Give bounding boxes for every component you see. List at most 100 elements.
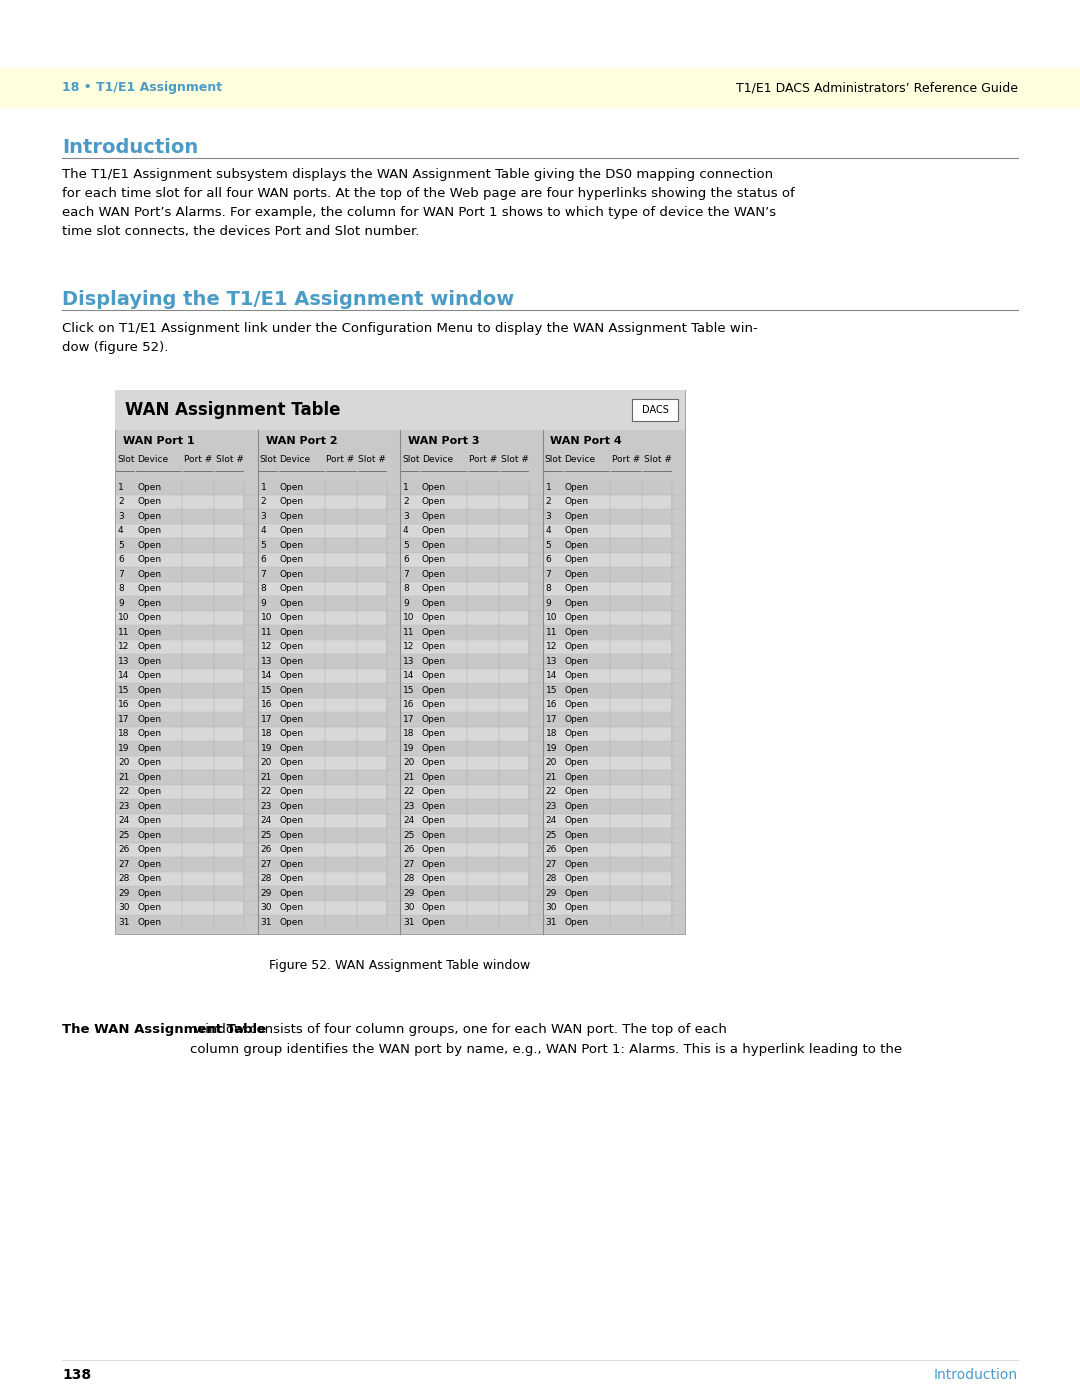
Text: Open: Open [137,627,161,637]
FancyBboxPatch shape [116,901,243,915]
Text: Open: Open [137,483,161,492]
Text: Device: Device [137,455,168,464]
FancyBboxPatch shape [258,481,386,495]
Text: Open: Open [565,831,589,840]
Text: Slot: Slot [544,455,562,464]
FancyBboxPatch shape [116,842,243,856]
FancyBboxPatch shape [258,510,386,524]
FancyBboxPatch shape [543,495,671,509]
Text: 31: 31 [403,918,415,926]
Text: Open: Open [280,859,303,869]
FancyBboxPatch shape [258,785,386,799]
Text: Open: Open [422,555,446,564]
Text: Open: Open [280,715,303,724]
Text: Open: Open [565,904,589,912]
Text: Open: Open [280,773,303,782]
Text: 29: 29 [403,888,415,898]
FancyBboxPatch shape [543,742,671,756]
FancyBboxPatch shape [258,597,386,610]
FancyBboxPatch shape [258,828,386,842]
FancyBboxPatch shape [401,901,528,915]
FancyBboxPatch shape [401,669,528,683]
Text: Open: Open [565,511,589,521]
FancyBboxPatch shape [401,712,528,726]
FancyBboxPatch shape [401,553,528,567]
FancyBboxPatch shape [543,698,671,712]
Text: 21: 21 [260,773,272,782]
Text: Open: Open [137,511,161,521]
Text: Open: Open [280,918,303,926]
Text: Open: Open [422,845,446,854]
Text: Open: Open [565,743,589,753]
Text: 14: 14 [403,671,415,680]
Text: Open: Open [137,729,161,738]
FancyBboxPatch shape [114,390,685,933]
Text: 3: 3 [403,511,408,521]
FancyBboxPatch shape [258,669,386,683]
Text: Open: Open [565,788,589,796]
Text: 12: 12 [403,643,415,651]
Text: 22: 22 [545,788,557,796]
Text: Open: Open [137,773,161,782]
Text: Open: Open [565,729,589,738]
Text: Open: Open [422,759,446,767]
Text: 16: 16 [118,700,130,710]
Text: 26: 26 [545,845,557,854]
Text: 20: 20 [545,759,557,767]
FancyBboxPatch shape [116,669,243,683]
Text: 1: 1 [403,483,408,492]
Text: 11: 11 [545,627,557,637]
Text: Port #: Port # [611,455,639,464]
Text: Open: Open [565,527,589,535]
FancyBboxPatch shape [543,756,671,770]
Text: 23: 23 [545,802,557,810]
Text: Open: Open [137,643,161,651]
Text: Open: Open [137,570,161,578]
Text: 10: 10 [118,613,130,622]
Text: 8: 8 [403,584,408,594]
Text: window consists of four column groups, one for each WAN port. The top of each
co: window consists of four column groups, o… [190,1024,902,1056]
FancyBboxPatch shape [543,669,671,683]
FancyBboxPatch shape [116,495,243,509]
FancyBboxPatch shape [543,626,671,640]
Text: Open: Open [137,715,161,724]
Text: Open: Open [280,743,303,753]
Text: Open: Open [280,802,303,810]
FancyBboxPatch shape [116,872,243,886]
Text: 6: 6 [403,555,408,564]
FancyBboxPatch shape [116,887,243,901]
Text: 10: 10 [403,613,415,622]
Text: 15: 15 [118,686,130,694]
Text: 30: 30 [260,904,272,912]
FancyBboxPatch shape [543,524,671,538]
Text: 15: 15 [403,686,415,694]
Text: Open: Open [280,570,303,578]
FancyBboxPatch shape [401,597,528,610]
FancyBboxPatch shape [116,538,243,552]
Text: Open: Open [422,802,446,810]
Text: Open: Open [565,686,589,694]
Text: 20: 20 [403,759,415,767]
Text: 16: 16 [403,700,415,710]
FancyBboxPatch shape [401,799,528,813]
FancyBboxPatch shape [116,683,243,697]
Text: 12: 12 [545,643,557,651]
FancyBboxPatch shape [116,553,243,567]
FancyBboxPatch shape [543,814,671,828]
FancyBboxPatch shape [116,567,243,581]
Text: 1: 1 [260,483,267,492]
Text: 18: 18 [118,729,130,738]
Text: 21: 21 [403,773,415,782]
Text: 5: 5 [118,541,124,550]
FancyBboxPatch shape [401,814,528,828]
Text: Open: Open [422,657,446,666]
Text: Open: Open [280,613,303,622]
Text: Open: Open [422,773,446,782]
Text: Open: Open [280,657,303,666]
FancyBboxPatch shape [116,481,243,495]
Text: 25: 25 [118,831,130,840]
FancyBboxPatch shape [116,510,243,524]
Text: Open: Open [422,584,446,594]
FancyBboxPatch shape [543,567,671,581]
FancyBboxPatch shape [401,640,528,654]
